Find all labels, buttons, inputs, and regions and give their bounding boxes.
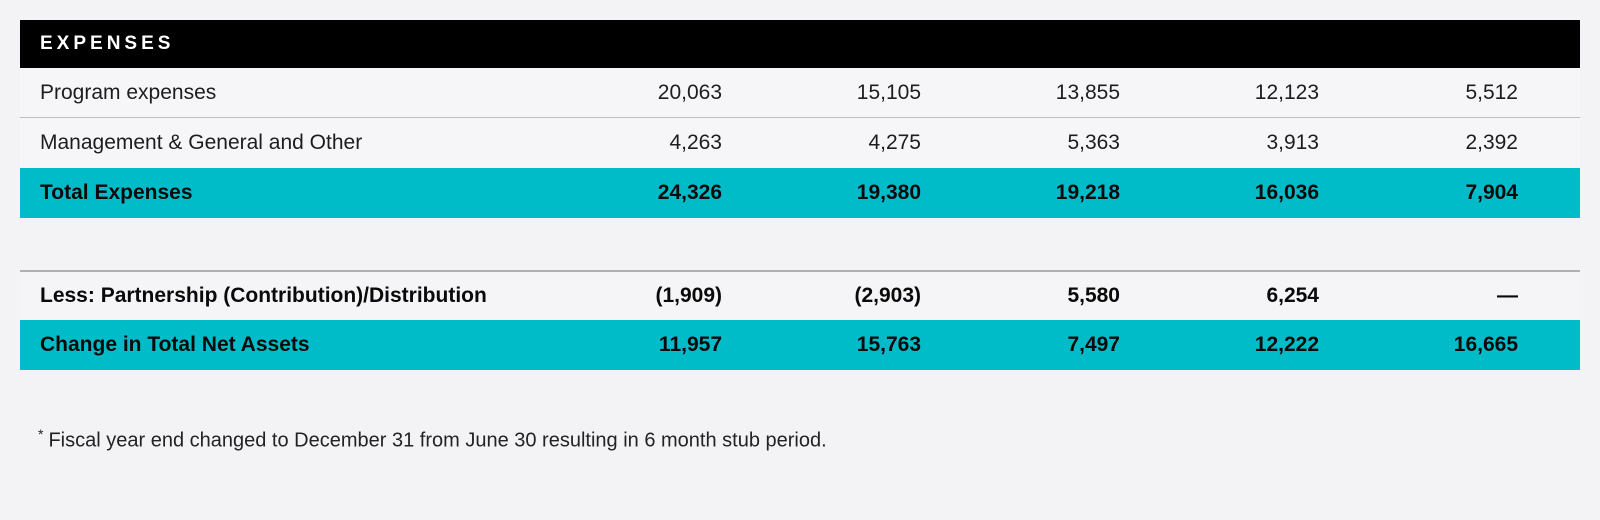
row-value: 7,904 <box>1465 181 1518 204</box>
table-row-partnership-distribution: Less: Partnership (Contribution)/Distrib… <box>20 270 1580 320</box>
row-value: — <box>1497 284 1518 307</box>
row-value: (1,909) <box>655 284 722 307</box>
table-row-total-expenses: Total Expenses 24,326 19,380 19,218 16,0… <box>20 168 1580 218</box>
row-value: 13,855 <box>1055 80 1120 104</box>
row-label: Program expenses <box>40 80 217 104</box>
row-value: 11,957 <box>658 333 722 356</box>
row-value: 12,123 <box>1254 80 1319 104</box>
row-value: 19,380 <box>856 181 921 204</box>
row-value: 2,392 <box>1465 131 1518 154</box>
row-value: 7,497 <box>1067 333 1120 356</box>
row-label: Change in Total Net Assets <box>40 333 310 356</box>
row-label: Total Expenses <box>40 181 193 204</box>
row-value: 6,254 <box>1266 284 1319 307</box>
section-title: EXPENSES <box>40 33 175 54</box>
footnote: * Fiscal year end changed to December 31 … <box>38 426 1600 453</box>
row-label: Less: Partnership (Contribution)/Distrib… <box>40 284 487 307</box>
row-value: 16,665 <box>1453 333 1518 356</box>
table-row-change-net-assets: Change in Total Net Assets 11,957 15,763… <box>20 320 1580 370</box>
row-value: 15,763 <box>856 333 921 356</box>
row-value: 24,326 <box>657 181 722 204</box>
row-value: 15,105 <box>856 80 921 104</box>
table-row-program-expenses: Program expenses 20,063 15,105 13,855 12… <box>20 68 1580 118</box>
row-value: 12,222 <box>1254 333 1319 356</box>
table-row-management-general: Management & General and Other 4,263 4,2… <box>20 118 1580 168</box>
row-value: 4,263 <box>669 131 722 154</box>
row-value: 19,218 <box>1055 181 1120 204</box>
row-value: 5,580 <box>1067 284 1120 307</box>
row-value: 16,036 <box>1254 181 1319 204</box>
expenses-table: EXPENSES Program expenses 20,063 15,105 … <box>20 20 1580 370</box>
row-value: 5,512 <box>1465 80 1518 104</box>
row-value: 4,275 <box>868 131 921 154</box>
row-value: 5,363 <box>1067 131 1120 154</box>
row-value: 20,063 <box>657 80 722 104</box>
footnote-text: Fiscal year end changed to December 31 f… <box>48 429 827 452</box>
row-label: Management & General and Other <box>40 131 363 154</box>
table-section-header: EXPENSES <box>20 20 1580 68</box>
row-value: 3,913 <box>1266 131 1319 154</box>
footnote-marker: * <box>38 426 44 442</box>
row-value: (2,903) <box>854 284 921 307</box>
